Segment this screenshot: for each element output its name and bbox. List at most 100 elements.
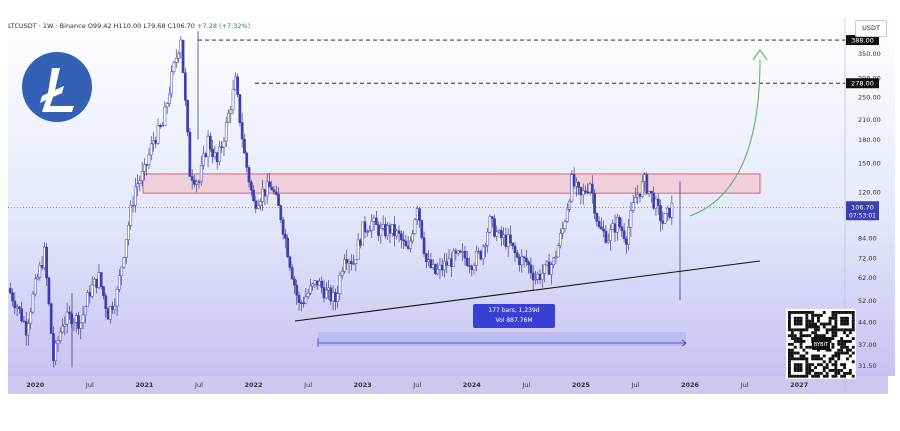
x-tick-label: Jul xyxy=(194,381,203,389)
candle-body xyxy=(18,306,21,309)
candle-body xyxy=(665,207,669,214)
candle-body xyxy=(415,208,419,221)
candle-body xyxy=(556,245,560,258)
candle-body xyxy=(343,259,346,272)
candle-body xyxy=(509,234,512,244)
ohlc-legend: LTCUSDT · 1W · Binance O99.42 H110.00 L7… xyxy=(8,22,250,30)
symbol-label: LTCUSDT · 1W · Binance xyxy=(8,22,86,30)
x-tick-label: Jul xyxy=(740,381,749,389)
candle-body xyxy=(606,240,610,243)
candle-body xyxy=(529,264,533,274)
candle-body xyxy=(393,224,396,237)
candle-body xyxy=(127,224,130,241)
candle-body xyxy=(479,250,483,260)
candle-body xyxy=(604,230,608,243)
candle-body xyxy=(329,287,333,302)
candle-body xyxy=(22,320,26,322)
candle-body xyxy=(83,306,87,316)
candle-body xyxy=(227,113,230,123)
candle-body xyxy=(609,229,612,241)
candle-body xyxy=(199,165,203,183)
candle-body xyxy=(268,181,271,188)
candle-body xyxy=(304,296,308,304)
y-tick-label: 180.00 xyxy=(858,136,881,144)
qr-code-icon: BYBIT xyxy=(786,309,856,379)
candle-body xyxy=(56,340,60,344)
currency-button[interactable]: USDT xyxy=(855,20,887,37)
candle-body xyxy=(306,292,310,298)
candle-body xyxy=(365,231,369,233)
candle-body xyxy=(88,292,92,297)
candle-body xyxy=(424,253,428,262)
price-tag-label: 278.00 xyxy=(851,80,874,88)
candle-body xyxy=(299,302,303,304)
candle-body xyxy=(395,230,399,237)
candle-body xyxy=(527,261,530,266)
candle-body xyxy=(411,233,415,242)
candle-body xyxy=(595,213,599,222)
y-tick-label: 120.00 xyxy=(858,189,881,197)
candle-body xyxy=(563,221,567,229)
candle-body xyxy=(79,322,83,329)
candle-body xyxy=(643,174,646,182)
candle-body xyxy=(156,125,160,144)
candle-body xyxy=(418,208,421,221)
candle-body xyxy=(597,221,601,228)
candle-body xyxy=(195,181,199,185)
candle-body xyxy=(265,181,269,197)
candle-body xyxy=(388,225,392,234)
candle-body xyxy=(295,284,299,296)
candle-body xyxy=(511,242,515,247)
candle-body xyxy=(231,89,235,111)
candle-body xyxy=(131,205,135,207)
candle-body xyxy=(611,223,615,230)
candle-body xyxy=(615,217,619,233)
y-tick-label: 210.00 xyxy=(858,116,881,124)
candle-body xyxy=(645,174,649,194)
candle-body xyxy=(490,216,494,220)
support-trendline xyxy=(294,260,761,322)
candle-body xyxy=(274,191,278,195)
countdown-label: 07:53:01 xyxy=(849,212,876,219)
candle-body xyxy=(277,194,280,206)
candle-body xyxy=(436,269,440,274)
candle-body xyxy=(449,258,453,267)
candle-body xyxy=(240,122,244,140)
x-tick-label: 2026 xyxy=(681,381,700,389)
candle-body xyxy=(413,219,417,234)
candle-body xyxy=(474,251,478,266)
candle-body xyxy=(559,233,562,247)
candle-body xyxy=(584,190,587,193)
candle-body xyxy=(74,315,78,323)
candle-body xyxy=(409,240,412,249)
candle-body xyxy=(93,278,96,286)
candle-body xyxy=(120,266,124,276)
candle-body xyxy=(372,217,376,222)
candle-body xyxy=(663,212,667,224)
candle-body xyxy=(334,292,337,302)
candle-body xyxy=(488,216,492,233)
candle-body xyxy=(431,264,435,268)
candle-body xyxy=(29,311,33,324)
candle-body xyxy=(422,237,426,254)
candle-body xyxy=(445,261,449,266)
candle-body xyxy=(493,218,496,237)
candle-body xyxy=(309,285,312,294)
projection-arrowhead xyxy=(752,49,768,61)
candle-body xyxy=(440,264,444,271)
candle-body xyxy=(202,153,205,166)
candle-body xyxy=(218,146,221,163)
candle-body xyxy=(438,264,442,270)
candle-body xyxy=(65,311,69,325)
candle-body xyxy=(390,224,394,234)
candle-body xyxy=(618,217,621,227)
candle-body xyxy=(33,278,37,295)
candle-body xyxy=(261,189,264,202)
candle-body xyxy=(47,277,51,304)
chart-background xyxy=(8,18,895,376)
candle-body xyxy=(177,52,180,59)
candle-body xyxy=(72,321,76,325)
candle-body xyxy=(222,140,226,148)
candle-body xyxy=(402,239,405,242)
